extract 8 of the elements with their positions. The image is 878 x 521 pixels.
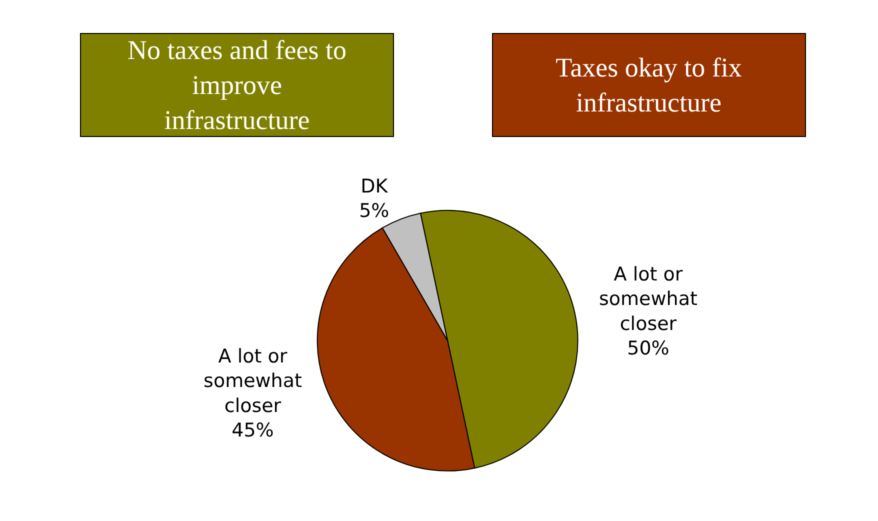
- slice-label: A lot or somewhat closer: [204, 345, 302, 417]
- data-label: 45%: [232, 420, 274, 442]
- text: Taxes okay to fix infrastructure: [556, 52, 742, 118]
- text: No taxes and fees to improve infrastructure: [128, 34, 346, 136]
- data-label: 5%: [359, 200, 390, 222]
- slice-label: DK: [360, 175, 388, 198]
- slice-label: A lot or somewhat closer: [599, 263, 698, 335]
- data-label: 50%: [627, 338, 670, 360]
